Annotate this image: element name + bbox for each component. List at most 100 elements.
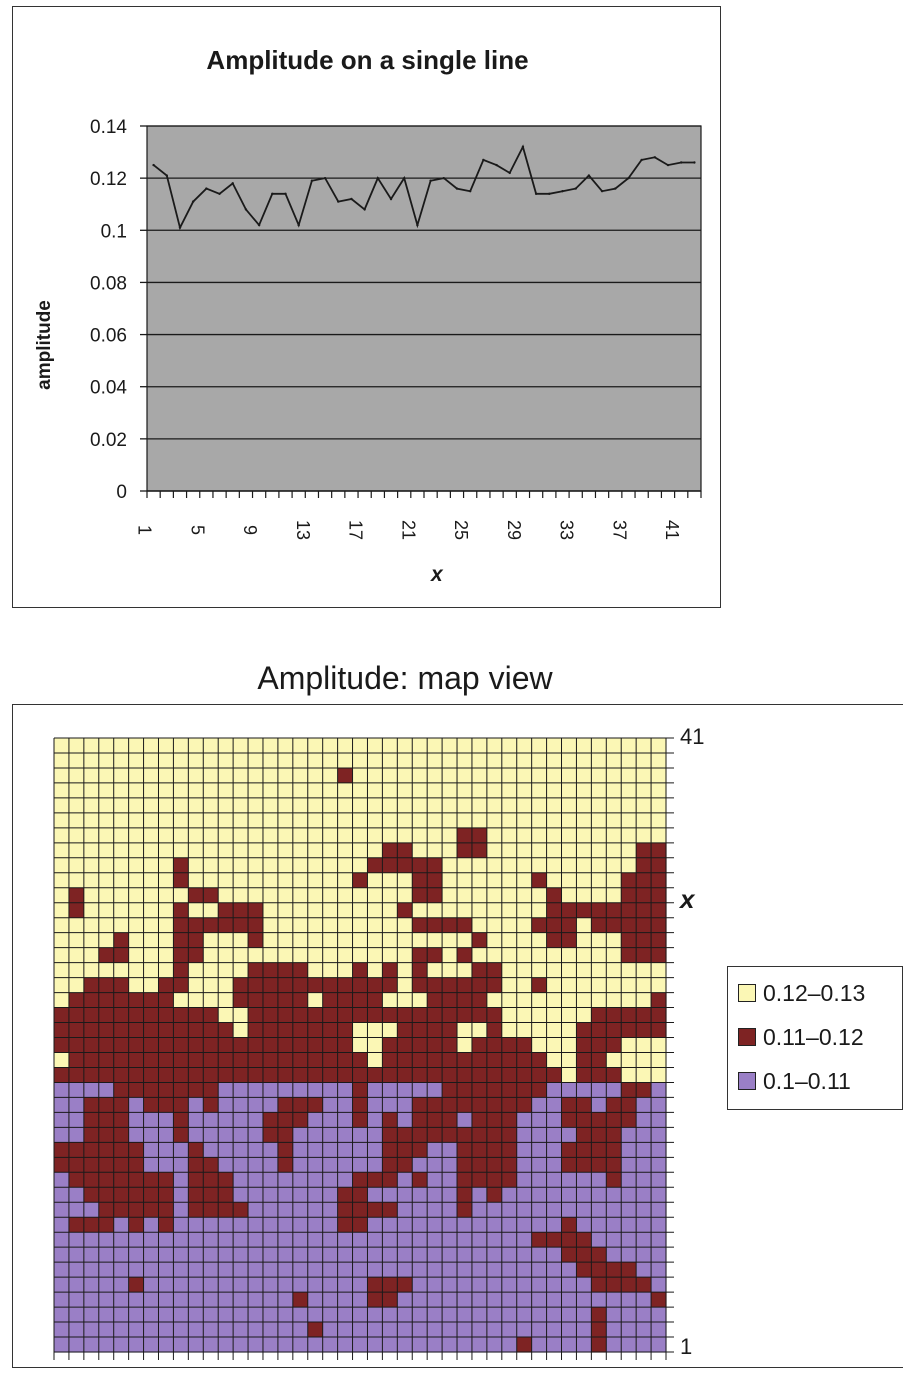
map-cell — [68, 1112, 85, 1128]
map-cell — [322, 917, 339, 934]
map-cell — [188, 887, 204, 904]
map-cell — [337, 1127, 354, 1143]
map-cell — [576, 977, 592, 994]
map-cell — [98, 842, 115, 859]
map-cell — [218, 917, 234, 934]
map-cell — [307, 887, 324, 904]
map-cell — [606, 842, 622, 859]
map-cell — [501, 827, 518, 844]
map-cell — [322, 962, 339, 979]
map-cell — [382, 1067, 398, 1084]
map-cell — [352, 1262, 369, 1278]
map-cell — [516, 947, 533, 964]
map-cell — [337, 1307, 354, 1323]
map-cell — [248, 1112, 264, 1128]
map-cell — [442, 947, 458, 964]
map-cell — [128, 1232, 145, 1248]
map-cell — [367, 1067, 383, 1084]
map-cell — [397, 767, 413, 784]
map-cell — [277, 947, 294, 964]
map-cell — [158, 738, 175, 754]
map-cell — [307, 1307, 324, 1323]
map-cell — [262, 1112, 279, 1128]
map-cell — [531, 767, 548, 784]
map-cell — [382, 977, 398, 994]
data-point — [614, 187, 617, 190]
map-cell — [218, 962, 234, 979]
map-chart-title: Amplitude: map view — [257, 660, 553, 696]
map-cell — [531, 1292, 548, 1308]
map-cell — [397, 827, 413, 844]
map-cell — [173, 1307, 189, 1323]
map-cell — [218, 782, 234, 799]
map-cell — [621, 1097, 637, 1113]
map-cell — [218, 1157, 234, 1173]
map-cell — [188, 842, 204, 859]
map-cell — [651, 1202, 667, 1218]
map-cell — [397, 1142, 413, 1158]
data-point — [271, 192, 274, 195]
map-cell — [337, 1187, 354, 1203]
map-cell — [248, 1202, 264, 1218]
map-cell — [218, 857, 234, 874]
map-cell — [486, 857, 503, 874]
map-cell — [203, 842, 219, 859]
map-cell — [427, 752, 443, 769]
map-cell — [307, 1097, 324, 1113]
data-point — [429, 179, 432, 182]
map-cell — [427, 1082, 443, 1099]
map-cell — [128, 947, 145, 964]
x-tick-label: 25 — [451, 520, 471, 540]
map-cell — [98, 827, 115, 844]
map-cell — [218, 1202, 234, 1218]
map-cell — [98, 1112, 115, 1128]
map-cell — [427, 738, 443, 754]
map-cell — [322, 782, 339, 799]
map-cell — [262, 1247, 279, 1263]
map-cell — [546, 1202, 563, 1218]
map-cell — [337, 797, 354, 814]
map-cell — [606, 1217, 622, 1233]
map-cell — [501, 1202, 518, 1218]
map-cell — [262, 1052, 279, 1069]
map-cell — [173, 752, 189, 769]
map-cell — [636, 1142, 652, 1158]
map-cell — [486, 992, 503, 1009]
map-cell — [173, 1097, 189, 1113]
map-cell — [636, 887, 652, 904]
map-cell — [337, 782, 354, 799]
map-cell — [307, 1007, 324, 1024]
map-cell — [248, 917, 264, 934]
map-cell — [277, 1262, 294, 1278]
map-cell — [516, 1037, 533, 1054]
map-cell — [531, 932, 548, 949]
map-cell — [143, 1262, 160, 1278]
map-cell — [382, 1097, 398, 1113]
map-cell — [188, 1322, 204, 1338]
map-cell — [352, 1037, 369, 1054]
map-cell — [113, 872, 130, 889]
map-cell — [486, 1037, 503, 1054]
map-cell — [262, 992, 279, 1009]
map-cell — [457, 1022, 473, 1039]
map-cell — [143, 977, 160, 994]
map-cell — [412, 1112, 428, 1128]
map-cell — [606, 1337, 622, 1353]
map-cell — [561, 1277, 578, 1293]
map-cell — [367, 1232, 383, 1248]
map-cell — [218, 767, 234, 784]
map-cell — [292, 797, 309, 814]
map-cell — [486, 1082, 503, 1099]
map-cell — [397, 1202, 413, 1218]
map-cell — [188, 1127, 204, 1143]
map-cell — [203, 1097, 219, 1113]
map-cell — [516, 872, 533, 889]
map-cell — [143, 1292, 160, 1308]
map-cell — [367, 947, 383, 964]
map-cell — [382, 1022, 398, 1039]
map-cell — [113, 842, 130, 859]
map-cell — [248, 1217, 264, 1233]
map-cell — [292, 947, 309, 964]
map-cell — [128, 1007, 145, 1024]
map-cell — [248, 962, 264, 979]
